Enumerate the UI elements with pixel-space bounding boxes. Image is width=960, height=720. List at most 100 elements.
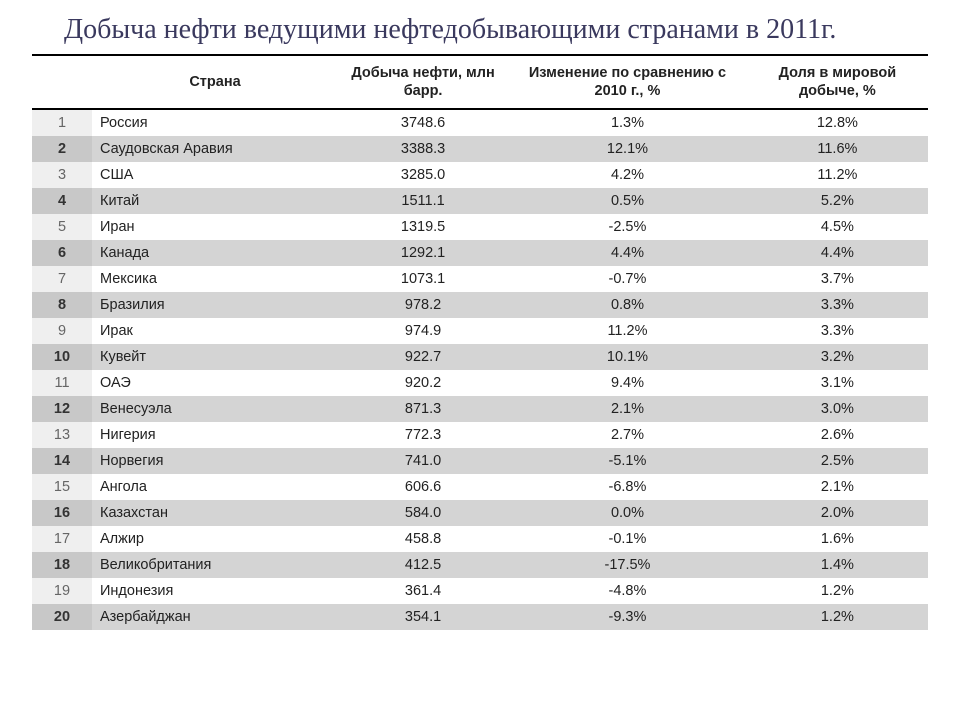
cell-production: 606.6 (338, 474, 508, 500)
cell-share: 3.0% (747, 396, 928, 422)
cell-country: Норвегия (92, 448, 338, 474)
table-row: 15Ангола606.6-6.8%2.1% (32, 474, 928, 500)
table-row: 18Великобритания412.5-17.5%1.4% (32, 552, 928, 578)
cell-share: 4.4% (747, 240, 928, 266)
cell-production: 1319.5 (338, 214, 508, 240)
table-row: 17Алжир458.8-0.1%1.6% (32, 526, 928, 552)
cell-production: 920.2 (338, 370, 508, 396)
cell-country: Ангола (92, 474, 338, 500)
cell-production: 978.2 (338, 292, 508, 318)
cell-change: 1.3% (508, 109, 747, 136)
table-row: 16Казахстан584.00.0%2.0% (32, 500, 928, 526)
cell-production: 361.4 (338, 578, 508, 604)
cell-change: -0.7% (508, 266, 747, 292)
table-row: 3США3285.04.2%11.2% (32, 162, 928, 188)
cell-production: 584.0 (338, 500, 508, 526)
cell-country: ОАЭ (92, 370, 338, 396)
cell-share: 1.2% (747, 604, 928, 630)
cell-rank: 7 (32, 266, 92, 292)
col-rank (32, 55, 92, 109)
cell-share: 2.5% (747, 448, 928, 474)
oil-production-table: Страна Добыча нефти, млн барр. Изменение… (32, 54, 928, 630)
cell-share: 11.2% (747, 162, 928, 188)
cell-change: 12.1% (508, 136, 747, 162)
cell-rank: 6 (32, 240, 92, 266)
cell-rank: 18 (32, 552, 92, 578)
cell-change: 4.2% (508, 162, 747, 188)
cell-production: 772.3 (338, 422, 508, 448)
cell-production: 1511.1 (338, 188, 508, 214)
col-production: Добыча нефти, млн барр. (338, 55, 508, 109)
cell-country: Алжир (92, 526, 338, 552)
cell-change: 0.8% (508, 292, 747, 318)
table-row: 2Саудовская Аравия3388.312.1%11.6% (32, 136, 928, 162)
cell-production: 741.0 (338, 448, 508, 474)
cell-change: 11.2% (508, 318, 747, 344)
table-row: 7Мексика1073.1-0.7%3.7% (32, 266, 928, 292)
cell-country: Китай (92, 188, 338, 214)
table-row: 19Индонезия361.4-4.8%1.2% (32, 578, 928, 604)
table-row: 5Иран1319.5-2.5%4.5% (32, 214, 928, 240)
cell-share: 4.5% (747, 214, 928, 240)
table-row: 10Кувейт922.710.1%3.2% (32, 344, 928, 370)
col-share: Доля в мировой добыче, % (747, 55, 928, 109)
page-title: Добыча нефти ведущими нефтедобывающими с… (64, 14, 928, 46)
cell-country: Мексика (92, 266, 338, 292)
cell-share: 12.8% (747, 109, 928, 136)
cell-production: 412.5 (338, 552, 508, 578)
cell-rank: 9 (32, 318, 92, 344)
cell-share: 3.1% (747, 370, 928, 396)
cell-share: 5.2% (747, 188, 928, 214)
cell-country: США (92, 162, 338, 188)
cell-production: 458.8 (338, 526, 508, 552)
cell-rank: 8 (32, 292, 92, 318)
cell-change: -0.1% (508, 526, 747, 552)
cell-change: -5.1% (508, 448, 747, 474)
cell-change: 2.7% (508, 422, 747, 448)
cell-country: Казахстан (92, 500, 338, 526)
cell-share: 3.2% (747, 344, 928, 370)
cell-change: -9.3% (508, 604, 747, 630)
table-row: 11ОАЭ920.29.4%3.1% (32, 370, 928, 396)
cell-country: Иран (92, 214, 338, 240)
cell-rank: 20 (32, 604, 92, 630)
cell-rank: 17 (32, 526, 92, 552)
table-body: 1Россия3748.61.3%12.8%2Саудовская Аравия… (32, 109, 928, 630)
cell-rank: 3 (32, 162, 92, 188)
cell-production: 871.3 (338, 396, 508, 422)
cell-country: Великобритания (92, 552, 338, 578)
cell-rank: 12 (32, 396, 92, 422)
cell-change: -17.5% (508, 552, 747, 578)
cell-change: 10.1% (508, 344, 747, 370)
cell-change: 0.0% (508, 500, 747, 526)
cell-country: Канада (92, 240, 338, 266)
cell-rank: 1 (32, 109, 92, 136)
cell-rank: 10 (32, 344, 92, 370)
cell-production: 922.7 (338, 344, 508, 370)
cell-rank: 5 (32, 214, 92, 240)
cell-share: 2.6% (747, 422, 928, 448)
cell-share: 3.3% (747, 292, 928, 318)
cell-production: 3285.0 (338, 162, 508, 188)
cell-country: Индонезия (92, 578, 338, 604)
cell-share: 3.7% (747, 266, 928, 292)
cell-change: 2.1% (508, 396, 747, 422)
cell-share: 1.6% (747, 526, 928, 552)
cell-country: Венесуэла (92, 396, 338, 422)
cell-share: 3.3% (747, 318, 928, 344)
cell-change: 9.4% (508, 370, 747, 396)
col-change: Изменение по сравнению с 2010 г., % (508, 55, 747, 109)
cell-rank: 19 (32, 578, 92, 604)
cell-production: 3748.6 (338, 109, 508, 136)
cell-rank: 16 (32, 500, 92, 526)
cell-country: Азербайджан (92, 604, 338, 630)
col-country: Страна (92, 55, 338, 109)
cell-rank: 13 (32, 422, 92, 448)
table-row: 8Бразилия978.20.8%3.3% (32, 292, 928, 318)
cell-country: Бразилия (92, 292, 338, 318)
cell-production: 3388.3 (338, 136, 508, 162)
cell-production: 974.9 (338, 318, 508, 344)
cell-rank: 14 (32, 448, 92, 474)
table-header: Страна Добыча нефти, млн барр. Изменение… (32, 55, 928, 109)
page-container: Добыча нефти ведущими нефтедобывающими с… (0, 0, 960, 630)
